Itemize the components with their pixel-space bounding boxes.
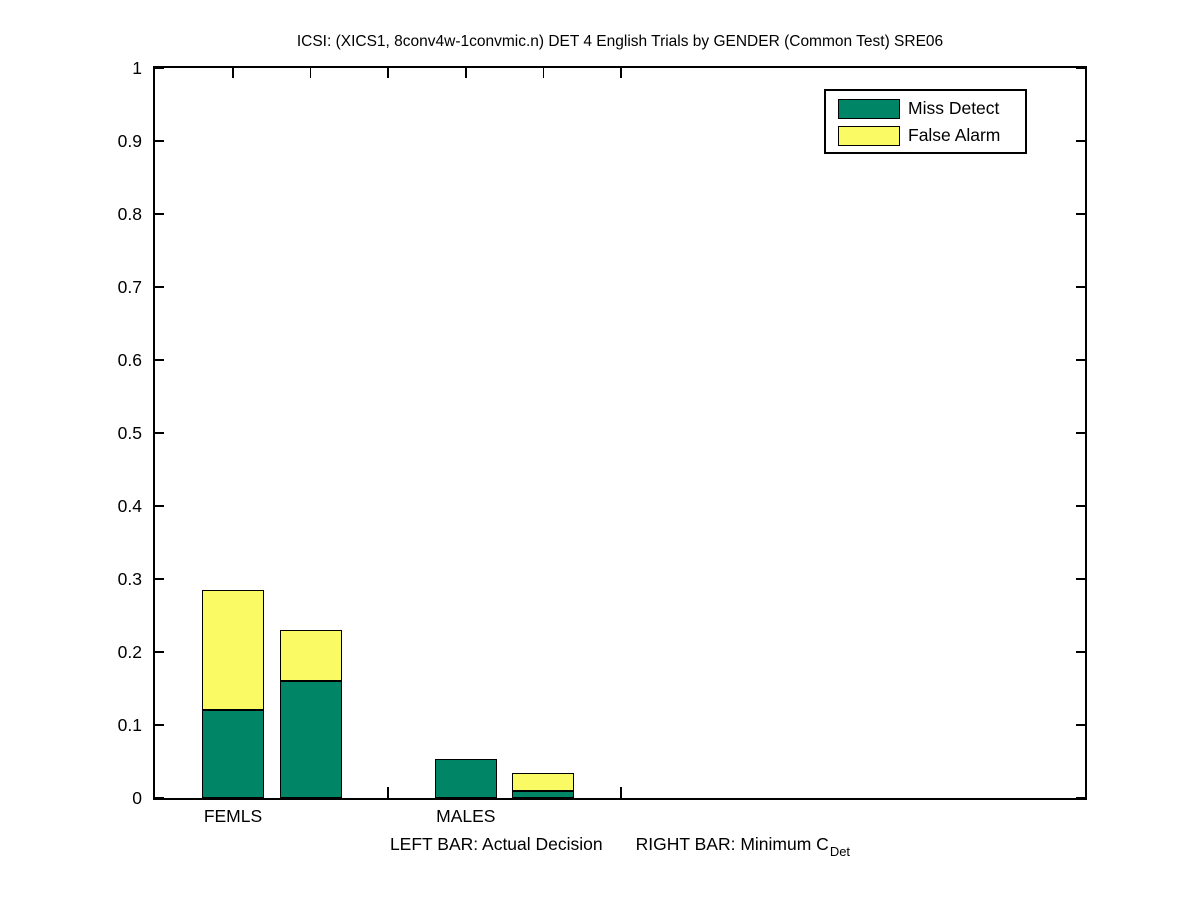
y-tick-right — [1076, 67, 1085, 69]
bar-segment-miss-detect — [279, 681, 342, 798]
y-tick-right — [1076, 797, 1085, 799]
x-tick-top — [387, 68, 389, 78]
y-tick-right — [1076, 213, 1085, 215]
y-tick-right — [1076, 359, 1085, 361]
y-tick-right — [1076, 286, 1085, 288]
y-tick-left — [155, 505, 164, 507]
x-tick-top — [465, 68, 467, 78]
bar-segment-miss-detect — [202, 710, 264, 798]
y-tick-right — [1076, 578, 1085, 580]
y-tick-label: 1 — [132, 58, 142, 78]
y-tick-label: 0.4 — [117, 496, 142, 516]
y-tick-right — [1076, 432, 1085, 434]
y-tick-left — [155, 578, 164, 580]
miss-detect-swatch-icon — [838, 98, 900, 119]
y-tick-label: 0 — [132, 788, 142, 808]
bar-key-footnote: LEFT BAR: Actual Decision RIGHT BAR: Mini… — [153, 834, 1087, 859]
plot-area — [153, 66, 1087, 800]
y-tick-left — [155, 67, 164, 69]
legend: Miss Detect False Alarm — [824, 89, 1027, 154]
bar-segment-false-alarm — [202, 590, 264, 710]
legend-label: False Alarm — [908, 125, 1001, 145]
y-tick-left — [155, 359, 164, 361]
y-tick-label: 0.3 — [117, 569, 142, 589]
y-tick-right — [1076, 505, 1085, 507]
y-tick-left — [155, 724, 164, 726]
y-tick-label: 0.8 — [117, 204, 142, 224]
y-tick-left — [155, 286, 164, 288]
x-tick-top — [232, 68, 234, 78]
y-tick-label: 0.5 — [117, 423, 142, 443]
y-tick-label: 0.9 — [117, 131, 142, 151]
y-tick-left — [155, 651, 164, 653]
y-tick-left — [155, 797, 164, 799]
y-tick-right — [1076, 651, 1085, 653]
chart-title: ICSI: (XICS1, 8conv4w-1convmic.n) DET 4 … — [296, 33, 944, 50]
x-tick-top — [309, 68, 312, 78]
y-tick-label: 0.7 — [117, 277, 142, 297]
x-tick-top — [620, 68, 622, 78]
footnote-left-bar: LEFT BAR: Actual Decision — [389, 834, 603, 854]
x-group-label: FEMLS — [203, 806, 263, 826]
legend-item-false-alarm: False Alarm — [826, 122, 1025, 149]
bar-segment-miss-detect — [434, 759, 497, 798]
footnote-right-bar: RIGHT BAR: Minimum C — [635, 834, 829, 854]
y-tick-left — [155, 432, 164, 434]
x-tick-bottom — [620, 787, 622, 798]
y-tick-right — [1076, 724, 1085, 726]
x-tick-top — [542, 68, 545, 78]
y-tick-label: 0.1 — [117, 715, 142, 735]
false-alarm-swatch-icon — [838, 125, 900, 146]
legend-item-miss-detect: Miss Detect — [826, 95, 1025, 122]
y-tick-label: 0.6 — [117, 350, 142, 370]
bar-segment-miss-detect — [512, 791, 575, 798]
y-tick-label: 0.2 — [117, 642, 142, 662]
x-group-label: MALES — [436, 806, 496, 826]
bar-segment-false-alarm — [512, 773, 575, 791]
x-tick-bottom — [387, 787, 389, 798]
bar-segment-false-alarm — [279, 630, 342, 681]
y-tick-left — [155, 140, 164, 142]
y-tick-left — [155, 213, 164, 215]
y-tick-right — [1076, 140, 1085, 142]
footnote-subscript: Det — [829, 844, 851, 859]
legend-label: Miss Detect — [908, 98, 1000, 118]
